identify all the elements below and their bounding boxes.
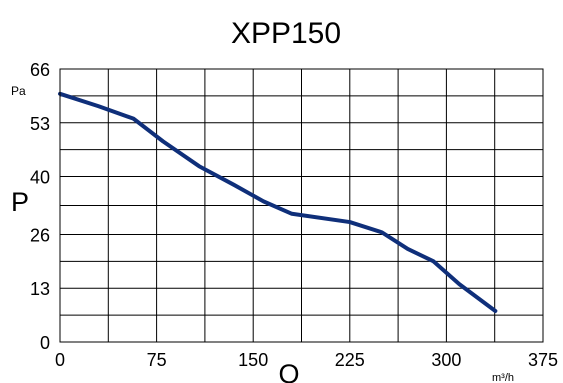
tick-layer: 0 75 150 225 300 375 0 13 26 40 53 66 [30,60,558,370]
pressure-flow-curve [58,91,498,313]
series-layer [58,91,498,313]
grid-layer [60,69,543,342]
x-axis-label: Q [278,359,299,383]
x-tick-label: 225 [335,350,365,370]
y-tick-label: 66 [30,60,50,80]
x-tick-label: 150 [238,350,268,370]
x-tick-label: 375 [528,350,558,370]
y-tick-label: 0 [40,333,50,353]
y-tick-label: 40 [30,168,50,188]
y-tick-label: 13 [30,279,50,299]
x-tick-label: 0 [55,350,65,370]
y-tick-label: 53 [30,114,50,134]
y-axis-label: P [11,187,29,217]
y-tick-label: 26 [30,225,50,245]
y-unit-label: Pa [11,84,26,98]
plot-frame [59,68,544,343]
x-unit-label: m³/h [492,372,514,383]
x-tick-label: 75 [147,350,167,370]
x-tick-label: 300 [431,350,461,370]
chart-title: XPP150 [231,17,341,50]
